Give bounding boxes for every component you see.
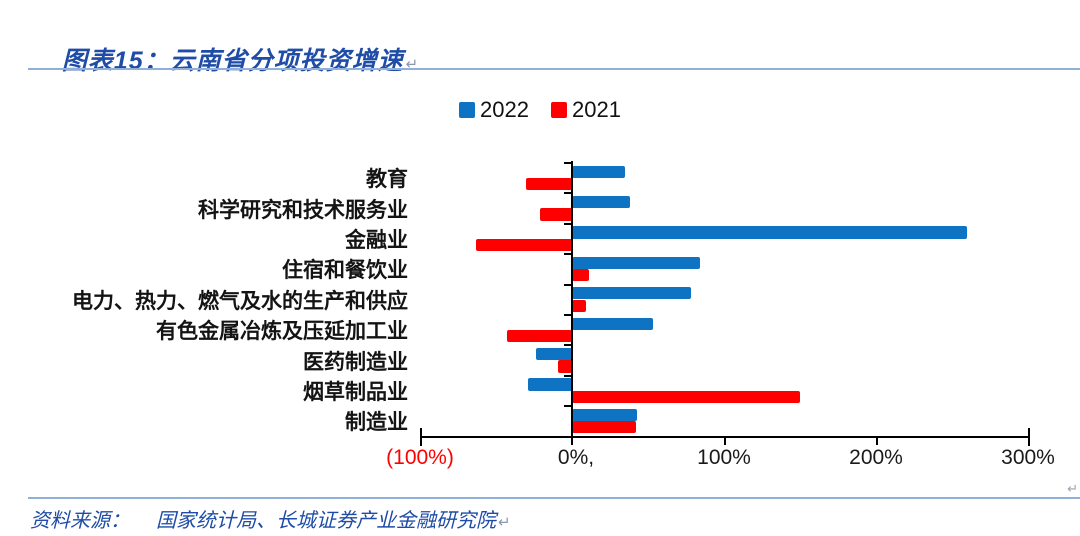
x-axis-tick-label: 200% <box>849 446 903 469</box>
category-label: 电力、热力、燃气及水的生产和供应 <box>72 289 408 313</box>
legend-item-2022: 2022 <box>459 97 529 123</box>
y-axis-tick <box>564 314 572 316</box>
y-axis-tick <box>564 374 572 377</box>
y-axis-tick <box>564 162 572 164</box>
legend-item-2021: 2021 <box>551 97 621 123</box>
y-axis-tick <box>564 405 572 408</box>
legend-swatch-2021 <box>551 102 567 118</box>
paragraph-mark-icon: ↵ <box>498 514 511 531</box>
source-note: 资料来源： 国家统计局、长城证券产业金融研究院 ↵ <box>30 504 511 533</box>
bar-2021-电力、热力、燃气及水的生产和供应 <box>572 299 586 312</box>
y-axis-tick <box>564 344 572 347</box>
source-text: 国家统计局、长城证券产业金融研究院 <box>156 510 496 532</box>
figure-title: 图表15：云南省分项投资增速 ↵ <box>30 12 419 106</box>
x-axis-end-cap <box>420 427 422 446</box>
x-axis-tick-label: 300% <box>1001 446 1055 469</box>
bar-2021-教育 <box>526 177 572 191</box>
category-label: 制造业 <box>345 411 408 435</box>
bar-2021-医药制造业 <box>558 360 572 373</box>
bar-2022-有色金属冶炼及压延加工业 <box>572 317 653 330</box>
bar-2022-电力、热力、燃气及水的生产和供应 <box>572 287 691 300</box>
y-axis-tick <box>564 222 572 225</box>
y-axis-tick <box>564 283 572 286</box>
x-axis-tick <box>724 436 726 445</box>
bar-2022-制造业 <box>572 408 638 422</box>
bar-2022-医药制造业 <box>535 348 572 361</box>
category-label: 医药制造业 <box>303 350 408 374</box>
legend-label-2021: 2021 <box>572 97 621 122</box>
y-axis-line <box>571 161 573 445</box>
bar-2021-烟草制品业 <box>572 390 800 403</box>
legend-label-2022: 2022 <box>480 97 529 122</box>
source-label: 资料来源： <box>30 510 130 532</box>
bar-2021-科学研究和技术服务业 <box>540 208 572 221</box>
page-edge-mark-icon: ↵ <box>1067 481 1078 496</box>
y-axis-tick <box>564 253 572 256</box>
x-axis-tick <box>876 436 878 445</box>
y-axis-tick <box>564 192 572 195</box>
x-axis-tick-label: 100% <box>697 446 751 469</box>
footer-divider-line <box>28 497 1080 499</box>
bar-2022-住宿和餐饮业 <box>572 256 700 270</box>
bar-2021-金融业 <box>476 238 572 251</box>
bar-2022-金融业 <box>572 226 968 239</box>
bar-2021-制造业 <box>572 421 636 434</box>
chart-legend: 2022 2021 <box>0 97 1080 123</box>
title-divider-line <box>28 68 1080 70</box>
bar-2022-科学研究和技术服务业 <box>572 196 630 209</box>
category-label: 住宿和餐饮业 <box>282 259 408 283</box>
bar-2021-有色金属冶炼及压延加工业 <box>506 329 572 343</box>
paragraph-mark-icon: ↵ <box>405 56 420 73</box>
legend-swatch-2022 <box>459 102 476 118</box>
category-label: 烟草制品业 <box>303 380 408 404</box>
x-axis-end-cap <box>1028 427 1030 446</box>
category-label: 教育 <box>366 168 408 192</box>
category-label: 金融业 <box>345 228 408 252</box>
bar-2022-教育 <box>572 165 626 178</box>
category-label: 科学研究和技术服务业 <box>198 198 408 222</box>
bar-2022-烟草制品业 <box>527 378 572 391</box>
x-axis-tick-label: (100%) <box>386 446 454 469</box>
category-label: 有色金属冶炼及压延加工业 <box>156 320 408 344</box>
bar-2021-住宿和餐饮业 <box>572 269 589 282</box>
figure-title-text: 图表15：云南省分项投资增速 <box>61 47 404 75</box>
x-axis-tick-label: 0%, <box>557 446 595 469</box>
